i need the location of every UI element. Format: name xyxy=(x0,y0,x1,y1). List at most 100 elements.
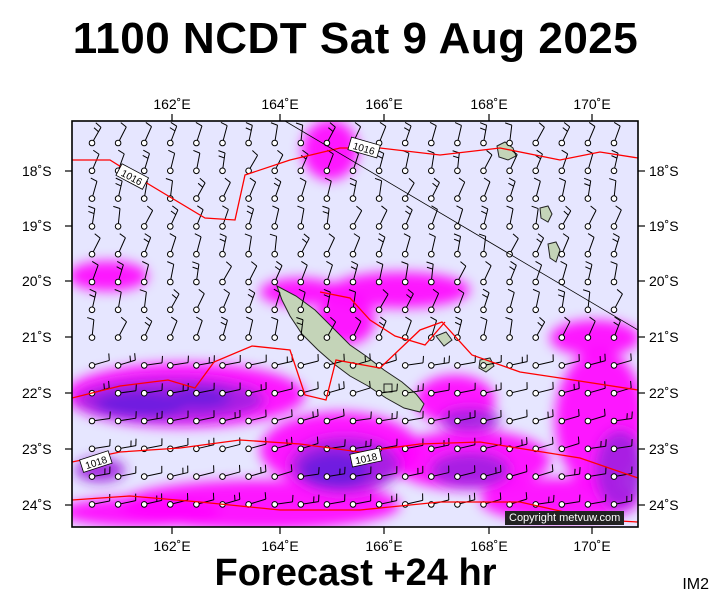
grande-terre-island xyxy=(276,284,425,413)
wind-barb xyxy=(584,316,596,341)
wind-barb xyxy=(88,205,96,230)
wind-barb xyxy=(167,355,189,369)
wind-barb xyxy=(297,494,320,508)
lat-label-left: 18˚S xyxy=(22,163,52,179)
wind-barb xyxy=(401,355,424,369)
wind-barb xyxy=(532,260,543,286)
wind-barb xyxy=(584,149,594,175)
wind-barb xyxy=(480,150,493,175)
wind-barb xyxy=(297,467,320,480)
wind-barb xyxy=(610,411,633,425)
wind-barb xyxy=(140,122,152,147)
wind-barb xyxy=(297,381,319,397)
wind-barb xyxy=(610,121,621,147)
wind-barb xyxy=(193,205,204,230)
wind-barb xyxy=(531,205,540,230)
wind-barb xyxy=(114,316,127,341)
wind-barb xyxy=(219,409,241,425)
wind-barb xyxy=(401,149,410,175)
rain-area xyxy=(330,272,470,308)
wind-barb xyxy=(428,288,440,314)
wind-barb xyxy=(297,354,319,369)
lat-label-left: 20˚S xyxy=(22,273,52,289)
wind-barb xyxy=(349,233,361,258)
wind-barb xyxy=(506,464,528,480)
wind-barb xyxy=(219,354,241,369)
wind-barb xyxy=(375,149,385,175)
wind-barb xyxy=(167,493,189,508)
wind-barb xyxy=(558,494,581,508)
wind-barb xyxy=(480,316,488,341)
wind-barb xyxy=(245,437,267,453)
lon-label-bottom: 166˚E xyxy=(365,538,403,554)
wind-barb xyxy=(401,205,413,230)
wind-barb xyxy=(244,233,252,258)
wind-barb xyxy=(375,411,398,425)
lat-label-left: 24˚S xyxy=(22,497,52,513)
wind-barb xyxy=(114,353,136,369)
wind-barb xyxy=(140,233,152,258)
lat-label-left: 21˚S xyxy=(22,329,52,345)
wind-barb xyxy=(506,261,517,286)
wind-barb xyxy=(428,410,450,425)
wind-barb xyxy=(219,382,241,397)
wind-barb xyxy=(167,316,178,341)
wind-barb xyxy=(114,466,137,480)
wind-barb xyxy=(88,177,98,202)
lat-label-right: 24˚S xyxy=(649,497,679,513)
wind-barb xyxy=(428,205,438,230)
wind-barb xyxy=(480,354,502,369)
wind-barb xyxy=(428,438,450,453)
wind-barb xyxy=(139,289,148,314)
wind-barb xyxy=(140,355,163,369)
forecast-label: Forecast +24 hr xyxy=(214,552,497,594)
island xyxy=(539,205,553,223)
wind-barb xyxy=(271,149,284,175)
wind-barb xyxy=(584,353,606,369)
wind-barb xyxy=(401,177,415,202)
wind-barb xyxy=(558,122,571,147)
wind-barb xyxy=(374,177,383,202)
wind-barb xyxy=(480,177,491,202)
wind-barb xyxy=(114,260,124,286)
wind-barb xyxy=(297,436,319,453)
wind-barb xyxy=(506,205,514,230)
wind-barb xyxy=(558,467,581,480)
wind-barb xyxy=(401,233,411,258)
rain-area xyxy=(260,278,340,306)
image-code: IM2 xyxy=(682,576,709,593)
wind-barb xyxy=(167,410,189,425)
copyright-badge: Copyright metvuw.com xyxy=(505,511,625,525)
lon-label-top: 166˚E xyxy=(365,96,403,112)
wind-barb xyxy=(401,383,424,397)
wind-barb xyxy=(610,233,620,258)
wind-barb xyxy=(375,466,398,480)
wind-barb xyxy=(558,381,580,397)
wind-barb xyxy=(480,261,492,286)
rain-area xyxy=(170,388,230,408)
wind-barb xyxy=(193,355,215,369)
wind-barb xyxy=(271,288,281,314)
wind-barb xyxy=(584,122,596,147)
wind-barb xyxy=(140,465,163,480)
isobar-line xyxy=(319,291,446,346)
wind-barb xyxy=(610,353,632,369)
wind-barb xyxy=(480,288,490,314)
wind-barb xyxy=(193,233,202,258)
wind-barb xyxy=(610,289,623,314)
lat-label-left: 19˚S xyxy=(22,218,52,234)
wind-barb xyxy=(245,316,254,341)
wind-barb xyxy=(584,381,606,397)
wind-barb xyxy=(87,317,96,341)
wind-barb xyxy=(193,149,201,175)
wind-barb xyxy=(271,177,282,202)
wind-barb xyxy=(557,289,566,314)
wind-barb xyxy=(271,381,293,397)
wind-barb xyxy=(506,382,528,397)
rain-area xyxy=(72,497,220,527)
rain-area xyxy=(430,452,510,488)
wind-barb xyxy=(140,410,163,425)
wind-barb xyxy=(532,288,540,314)
wind-barb xyxy=(193,465,215,480)
axis-ticks xyxy=(65,114,645,534)
